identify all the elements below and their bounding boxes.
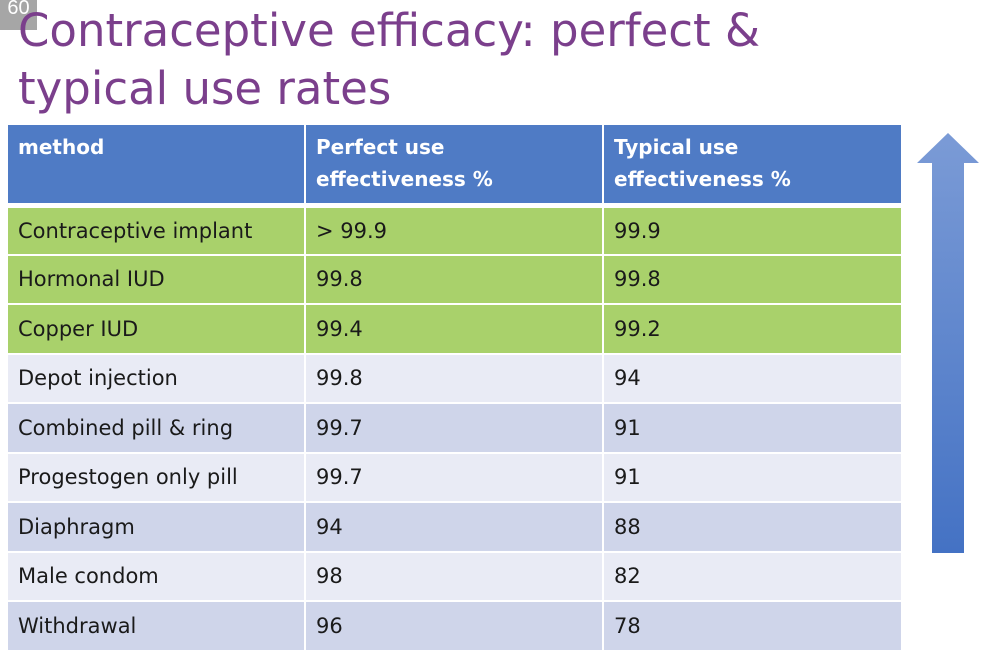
cell-typical-use: 78 [603,601,901,652]
table-row: Depot injection 99.8 94 [8,353,901,404]
table-row: Hormonal IUD 99.8 99.8 [8,254,901,305]
cell-typical-use: 99.9 [603,205,901,256]
cell-perfect-use: 94 [305,502,604,553]
table-row: Progestogen only pill 99.7 91 [8,452,901,503]
table-row: Combined pill & ring 99.7 91 [8,403,901,454]
cell-method: Diaphragm [8,502,306,553]
cell-method: Combined pill & ring [8,403,306,454]
cell-method: Male condom [8,551,306,602]
cell-typical-use: 99.8 [603,254,901,305]
cell-perfect-use: 96 [305,601,604,652]
table-row: Diaphragm 94 88 [8,502,901,553]
cell-typical-use: 82 [603,551,901,602]
cell-perfect-use: 98 [305,551,604,602]
table-row: Copper IUD 99.4 99.2 [8,304,901,355]
cell-method: Hormonal IUD [8,254,306,305]
table-row: Contraceptive implant > 99.9 99.9 [8,205,901,256]
cell-typical-use: 88 [603,502,901,553]
table-header-row: method Perfect use effectiveness % Typic… [8,125,901,208]
cell-perfect-use: 99.7 [305,452,604,503]
cell-typical-use: 91 [603,452,901,503]
cell-typical-use: 94 [603,353,901,404]
cell-method: Depot injection [8,353,306,404]
slide-number: 60 [0,0,37,30]
cell-perfect-use: > 99.9 [305,205,604,256]
cell-method: Withdrawal [8,601,306,652]
slide-title: Contraceptive efficacy: perfect & typica… [18,4,761,115]
cell-method: Contraceptive implant [8,205,306,256]
header-method: method [8,125,306,208]
up-arrow-icon [917,133,979,553]
header-typical-use: Typical use effectiveness % [603,125,901,208]
cell-typical-use: 91 [603,403,901,454]
cell-method: Copper IUD [8,304,306,355]
table-row: Male condom 98 82 [8,551,901,602]
header-perfect-use: Perfect use effectiveness % [305,125,604,208]
cell-method: Progestogen only pill [8,452,306,503]
cell-perfect-use: 99.4 [305,304,604,355]
cell-perfect-use: 99.8 [305,254,604,305]
cell-typical-use: 99.2 [603,304,901,355]
efficacy-table: method Perfect use effectiveness % Typic… [8,125,901,652]
table-row: Withdrawal 96 78 [8,601,901,652]
cell-perfect-use: 99.8 [305,353,604,404]
cell-perfect-use: 99.7 [305,403,604,454]
